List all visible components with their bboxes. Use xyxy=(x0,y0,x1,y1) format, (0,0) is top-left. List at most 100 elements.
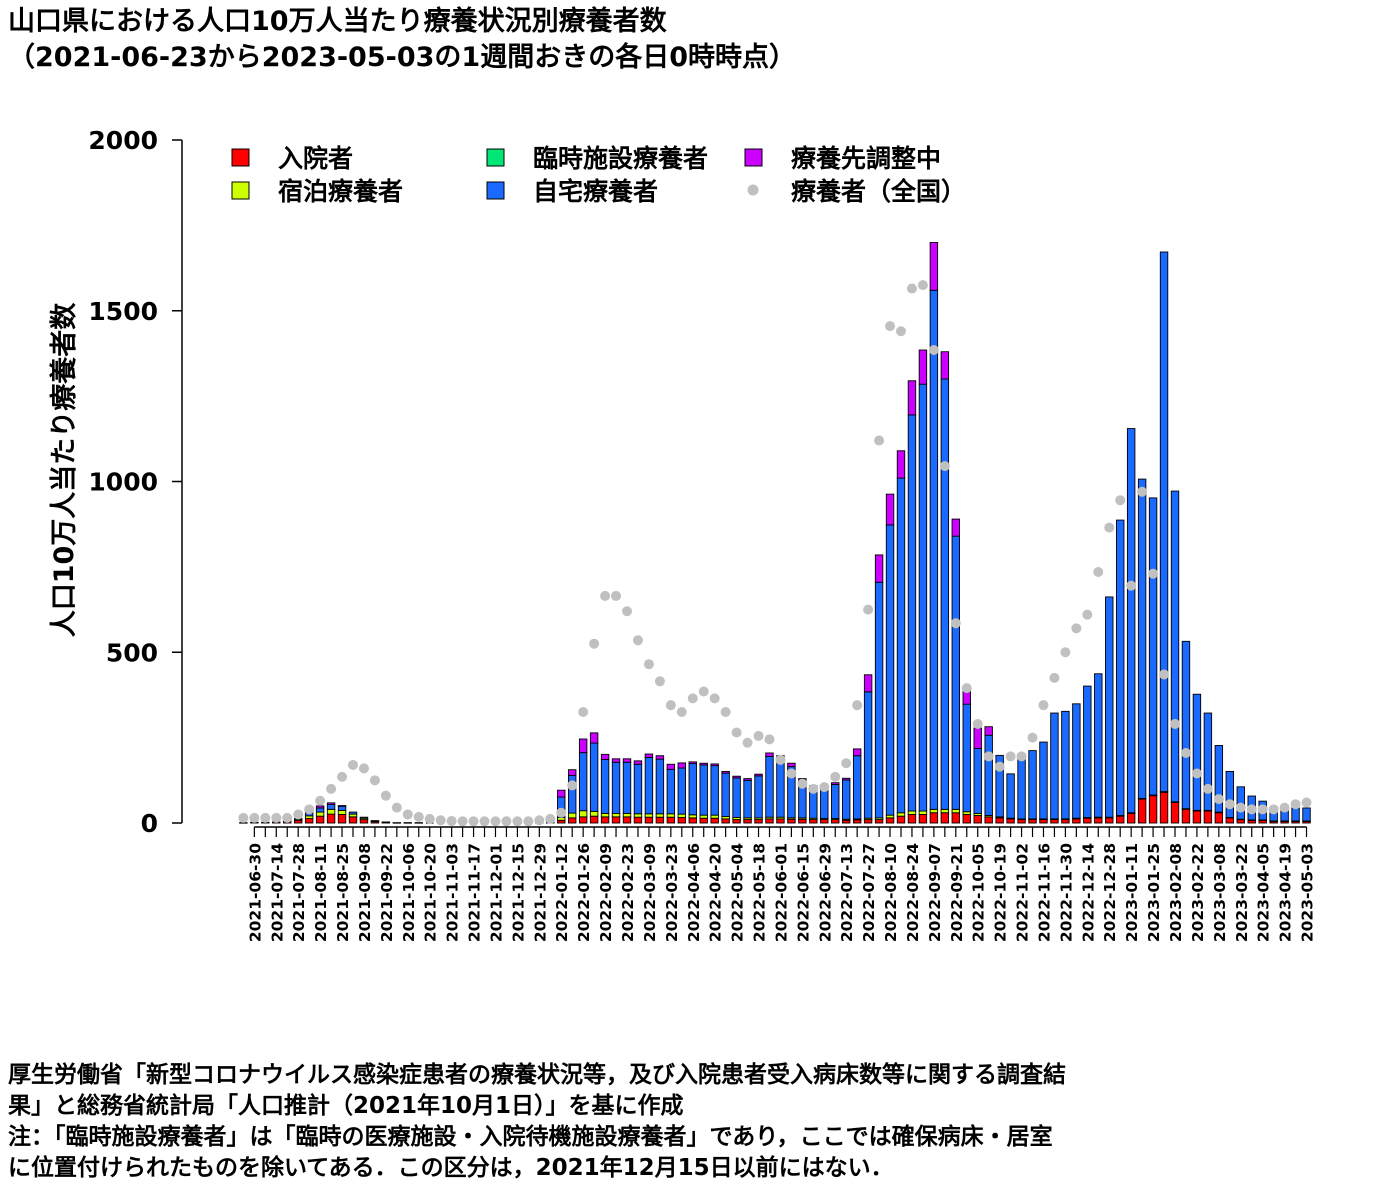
bar-adjust xyxy=(600,753,610,760)
bar-hospital xyxy=(874,819,884,824)
bar-hospital xyxy=(1181,808,1191,824)
bar-home xyxy=(995,754,1004,818)
national-dot xyxy=(479,816,490,827)
national-dot xyxy=(1235,802,1246,813)
national-dot xyxy=(435,815,446,826)
bar-hospital xyxy=(885,817,895,824)
bar-hospital xyxy=(1006,818,1015,824)
national-dot xyxy=(1279,802,1290,813)
bar-hospital xyxy=(326,813,336,824)
national-dot xyxy=(1224,799,1235,810)
national-dot xyxy=(1159,669,1170,680)
bar-adjust xyxy=(732,775,741,779)
x-tick-label: 2022-04-20 xyxy=(707,843,725,942)
bar-hospital xyxy=(743,819,752,824)
national-dot xyxy=(698,686,709,697)
national-dot xyxy=(567,780,578,791)
x-tick-label: 2022-03-09 xyxy=(641,843,659,942)
bar-home xyxy=(1094,673,1103,818)
bar-adjust xyxy=(557,789,566,798)
bar-adjust xyxy=(842,777,851,781)
national-dot xyxy=(917,280,928,291)
bar-home xyxy=(1006,773,1015,819)
bar-adjust xyxy=(568,769,577,776)
national-dot xyxy=(1016,751,1027,762)
bar-hospital xyxy=(1126,812,1136,824)
x-tick-label: 2023-02-22 xyxy=(1189,843,1207,942)
legend-swatch xyxy=(744,148,763,167)
national-dot xyxy=(402,809,413,820)
bar-hospital xyxy=(644,816,654,824)
national-dot xyxy=(1257,804,1268,815)
national-dot xyxy=(358,763,369,774)
bar-hospital xyxy=(896,815,906,824)
x-tick-label: 2022-07-13 xyxy=(838,843,856,942)
bar-hotel xyxy=(568,812,577,819)
national-dot xyxy=(961,683,972,694)
national-dot xyxy=(446,815,457,826)
y-tick-label: 0 xyxy=(141,809,158,838)
bar-home xyxy=(896,477,906,814)
bar-adjust xyxy=(787,762,796,768)
bar-hotel xyxy=(655,813,665,818)
bar-hospital xyxy=(852,819,862,824)
bar-adjust xyxy=(765,752,774,757)
note-line-3: 注：「臨時施設療養者」は「臨時の医療施設・入院待機施設療養者」であり，ここでは確… xyxy=(8,1124,1053,1150)
bar-home xyxy=(1039,741,1048,820)
x-tick-label: 2023-01-11 xyxy=(1123,843,1141,942)
bar-hospital xyxy=(1028,819,1037,824)
bar-hospital xyxy=(732,819,741,824)
bar-home xyxy=(776,758,785,818)
bar-hospital xyxy=(589,815,599,824)
national-dot xyxy=(1038,700,1049,711)
bar-home xyxy=(765,755,774,818)
bar-home xyxy=(644,756,654,815)
bar-hospital xyxy=(1214,812,1224,824)
bar-home xyxy=(677,767,686,815)
bar-adjust xyxy=(973,727,982,750)
national-dot xyxy=(391,802,402,813)
bar-hospital xyxy=(666,816,676,824)
bar-hospital xyxy=(951,812,960,824)
bar-hotel xyxy=(600,812,610,818)
national-dot xyxy=(1071,623,1082,634)
bar-home xyxy=(1192,693,1202,811)
bar-adjust xyxy=(951,518,960,537)
bar-hospital xyxy=(918,814,928,824)
national-dot xyxy=(1049,672,1060,683)
x-tick-label: 2022-09-07 xyxy=(926,843,944,942)
bar-hotel xyxy=(644,813,654,818)
bar-home xyxy=(1225,770,1235,818)
x-tick-label: 2022-09-21 xyxy=(948,843,966,942)
national-dot xyxy=(1027,732,1038,743)
x-tick-label: 2022-08-10 xyxy=(882,843,900,942)
x-tick-label: 2021-07-28 xyxy=(290,843,308,942)
bar-hospital xyxy=(1105,817,1114,824)
bar-home xyxy=(1148,497,1158,796)
national-dot xyxy=(348,759,358,770)
national-dot xyxy=(468,816,479,827)
bar-home xyxy=(1105,596,1114,818)
national-dot xyxy=(950,618,961,629)
bar-hospital xyxy=(611,816,621,824)
legend-label: 臨時施設療養者 xyxy=(533,144,708,173)
bar-hospital xyxy=(1203,810,1213,824)
bar-hospital xyxy=(820,819,829,824)
bar-hospital xyxy=(831,819,840,824)
national-dot xyxy=(337,771,348,782)
national-dot xyxy=(1191,768,1202,779)
bar-home xyxy=(743,779,752,819)
national-dot xyxy=(731,727,742,738)
national-dot xyxy=(1290,799,1301,810)
bar-adjust xyxy=(655,755,665,760)
x-tick-label: 2023-02-08 xyxy=(1167,843,1185,942)
bar-hospital xyxy=(414,822,423,824)
national-dot xyxy=(249,812,260,823)
national-dot xyxy=(643,659,654,670)
national-dot xyxy=(271,812,282,823)
bar-hospital xyxy=(578,816,588,824)
x-tick-label: 2022-01-12 xyxy=(553,843,571,942)
x-tick-label: 2022-06-15 xyxy=(794,843,812,942)
national-dot xyxy=(665,700,676,711)
note-line-2: 果」と総務省統計局「人口推計（2021年10月1日）」を基に作成 xyxy=(8,1093,684,1119)
